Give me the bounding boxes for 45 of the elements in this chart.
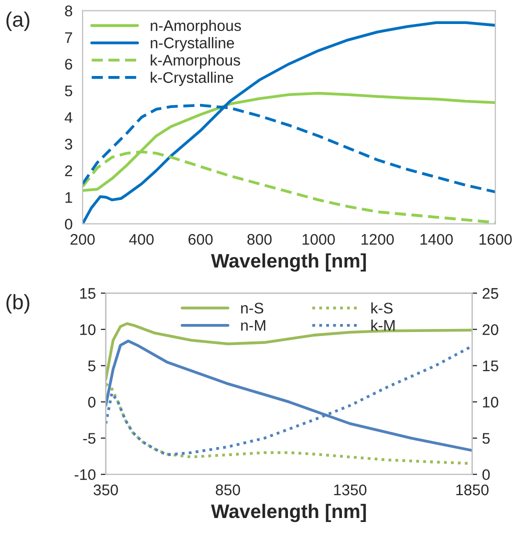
y2-tick-label: 10: [483, 396, 498, 408]
y-tick-label: 5: [88, 360, 96, 372]
legend-label: k-S: [371, 302, 393, 314]
y-tick-label: 10: [80, 324, 96, 336]
chart-title: (a): [6, 12, 30, 32]
x-tick-label: 1400: [420, 234, 453, 245]
y-tick-label: 4: [64, 112, 72, 123]
y-tick-label: 6: [65, 58, 72, 70]
y-tick-label: -10: [74, 469, 96, 480]
x-tick-label: 1850: [456, 484, 489, 496]
y-tick-label: -5: [83, 433, 96, 444]
legend-label: n-M: [241, 320, 266, 331]
y-tick-label: 1: [66, 192, 72, 203]
y2-tick-label: 0: [482, 469, 490, 480]
x-tick-label: 1000: [302, 234, 335, 245]
legend-label: n-Crystalline: [150, 37, 234, 52]
x-tick-label: 400: [129, 234, 154, 245]
x-axis-title: Wavelength [nm]: [211, 253, 366, 272]
x-tick-label: 1350: [334, 484, 366, 496]
chart-title: (b): [6, 294, 30, 314]
x-tick-label: 800: [247, 234, 272, 245]
legend-label: k-M: [371, 320, 395, 331]
legend-label: k-Crystalline: [150, 72, 234, 86]
y-tick-label: 2: [65, 165, 72, 176]
y-tick-label: 0: [64, 218, 72, 230]
legend-label: n-Amorphous: [150, 20, 241, 34]
x-tick-label: 600: [188, 234, 213, 245]
y-tick-label: 0: [88, 396, 96, 408]
y-tick-label: 5: [64, 86, 72, 96]
y2-tick-label: 5: [482, 433, 490, 444]
x-tick-label: 200: [70, 234, 95, 245]
y-tick-label: 7: [65, 32, 72, 43]
y-tick-label: 3: [64, 138, 72, 150]
y2-tick-label: 15: [483, 360, 498, 372]
y-tick-label: 15: [80, 288, 96, 299]
x-axis-title: Wavelength [nm]: [211, 504, 366, 522]
legend-label: n-S: [241, 302, 264, 314]
x-tick-label: 1600: [480, 234, 512, 245]
x-tick-label: 1200: [362, 234, 394, 245]
legend-label: k-Amorphous: [150, 54, 240, 69]
y-tick-label: 8: [65, 6, 72, 16]
y2-tick-label: 20: [482, 324, 498, 336]
y2-tick-label: 25: [482, 288, 498, 299]
x-tick-label: 350: [94, 484, 118, 496]
x-tick-label: 850: [216, 484, 240, 496]
